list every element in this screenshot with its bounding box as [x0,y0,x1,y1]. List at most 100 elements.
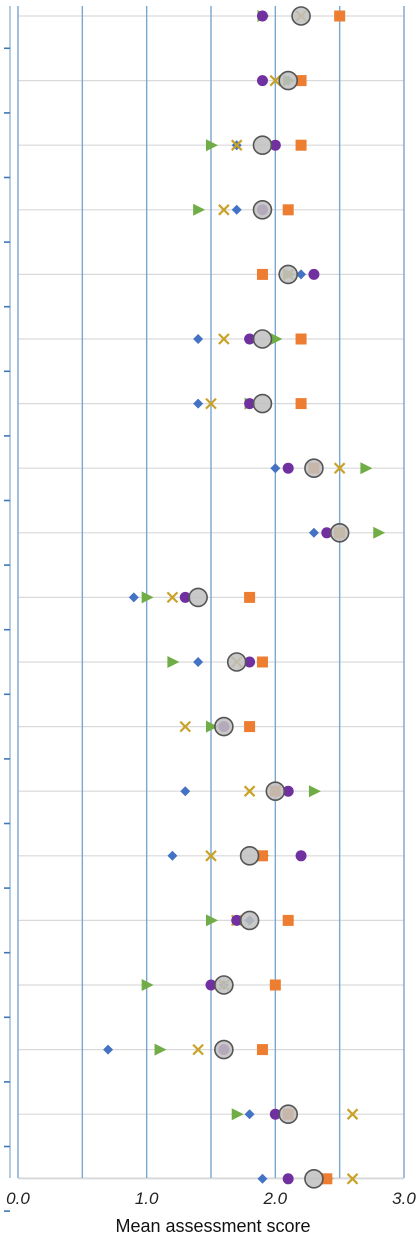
triangle-marker [206,139,218,152]
big-circle-marker [214,716,234,737]
triangle-marker [193,203,206,216]
circle-marker [282,785,294,797]
x-tick-label: 3.0 [392,1189,416,1208]
square-marker [244,721,256,733]
big-circle-marker [239,910,260,931]
x-marker [218,204,230,216]
square-marker [282,204,294,216]
diamond-marker [308,527,319,538]
square-marker [321,1173,333,1185]
big-circle-marker [214,975,234,995]
diamond-marker [193,657,204,667]
vertical-gridlines [17,6,405,1178]
circle-marker [244,398,256,410]
circle-marker [256,75,268,87]
y-axis-ticks [4,6,11,1212]
big-circle-marker [252,393,273,414]
x-tick-label: 1.0 [135,1189,159,1208]
x-marker [205,397,217,410]
circle-marker [282,462,294,474]
triangle-marker [270,333,283,345]
triangle-marker [141,591,154,604]
diamond-marker [296,269,307,280]
square-marker [295,333,307,345]
diamond-marker [270,463,281,474]
x-marker [218,333,230,345]
square-marker [244,591,256,603]
big-circle-marker [278,70,299,91]
big-circle-marker [252,200,273,220]
diamond-marker [257,1173,268,1184]
triangle-marker [231,1108,244,1121]
triangle-marker [360,462,373,475]
big-circle-marker [239,845,260,866]
big-circle-marker [304,1169,324,1189]
triangle-marker [141,979,154,991]
square-marker [256,268,268,280]
diamond-marker [193,398,204,409]
square-marker [334,10,346,22]
triangle-marker [167,656,180,668]
circle-marker [205,979,217,991]
x-marker [346,1173,359,1185]
big-circle-marker [265,781,286,802]
big-circle-marker [226,652,247,672]
diamond-marker [231,204,242,215]
square-marker [282,914,294,926]
x-axis-title: Mean assessment score [115,1216,310,1236]
square-marker [256,850,268,862]
square-marker [295,139,307,151]
x-marker [346,1108,359,1120]
diamond-marker [103,1044,114,1055]
diamond-marker [193,334,204,344]
x-marker [205,850,217,862]
circle-marker [321,527,333,539]
triangle-marker [206,720,218,733]
big-circle-marker [252,135,273,155]
big-circle-marker [188,587,208,608]
square-marker [256,656,268,668]
circle-marker [295,850,307,862]
big-circle-marker [278,1104,299,1124]
x-marker [230,139,243,151]
big-circle-marker [291,6,311,26]
diamond-marker [244,1109,255,1120]
triangle-marker [206,914,218,927]
x-tick-label: 2.0 [263,1189,288,1208]
circle-marker [244,656,256,668]
big-circle-marker [278,264,299,285]
big-circle-marker [214,1039,234,1060]
big-circle-marker [304,458,324,479]
circle-marker [269,1108,281,1120]
diamond-marker [128,592,139,603]
x-marker [179,720,192,733]
big-circle-marker [252,329,273,349]
square-marker [295,398,307,410]
x-tick-label: 0.0 [6,1189,30,1208]
circle-marker [269,139,281,151]
square-marker [295,75,307,87]
triangle-marker [308,785,321,798]
square-marker [256,1044,268,1056]
x-tick-labels: 0.0 1.0 2.0 3.0 [6,1189,416,1208]
x-marker [269,74,282,87]
big-circle-marker [329,522,350,543]
circle-marker [256,10,268,22]
data-points [103,6,386,1189]
diamond-marker [167,850,178,861]
circle-marker [231,914,243,926]
x-marker [192,1043,204,1056]
circle-marker [244,333,256,345]
x-marker [243,785,256,797]
circle-marker [282,1173,294,1185]
triangle-marker [373,526,386,539]
x-marker [333,462,346,474]
triangle-marker [154,1043,167,1056]
x-marker [166,591,179,604]
circle-marker [179,591,191,603]
diamond-marker [180,786,191,797]
square-marker [269,979,281,991]
circle-marker [308,268,320,280]
